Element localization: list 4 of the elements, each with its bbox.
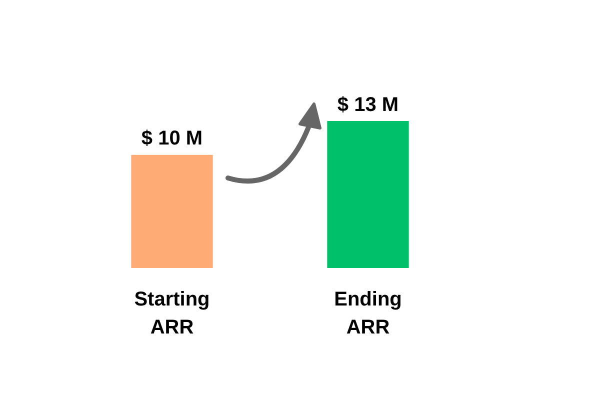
data-label: $ 13 M xyxy=(337,94,399,116)
x-tick-label: Ending ARR xyxy=(334,288,402,339)
x-tick-label: Starting ARR xyxy=(134,288,210,339)
data-label: $ 10 M xyxy=(141,128,203,150)
